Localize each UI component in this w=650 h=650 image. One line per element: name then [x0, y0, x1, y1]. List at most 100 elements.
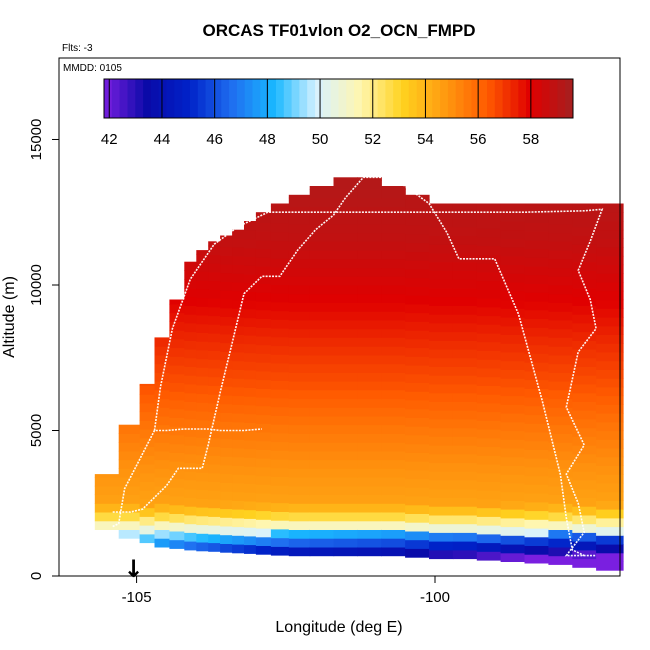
heatmap-cell [405, 522, 430, 532]
heatmap-cell [288, 354, 311, 365]
heatmap-cell [309, 433, 335, 443]
heatmap-cell [476, 228, 502, 238]
heatmap-cell [118, 459, 141, 469]
heatmap-cell [381, 197, 406, 207]
heatmap-cell [270, 363, 290, 373]
heatmap-cell [572, 541, 597, 551]
heatmap-cell [196, 271, 209, 281]
heatmap-cell [288, 503, 311, 513]
heatmap-cell [452, 209, 478, 219]
heatmap-cell [381, 363, 406, 373]
heatmap-cell [196, 349, 209, 360]
heatmap-cell [232, 448, 245, 458]
colorbar-segment [307, 79, 316, 118]
heatmap-cell [476, 516, 502, 526]
heatmap-cell [452, 322, 478, 333]
heatmap-cell [288, 381, 311, 391]
heatmap-cell [270, 502, 290, 512]
heatmap-cell [476, 394, 502, 404]
heatmap-cell [452, 480, 478, 490]
heatmap-cell [381, 241, 406, 251]
heatmap-cell [244, 300, 257, 310]
heatmap-cell [118, 494, 141, 504]
heatmap-cell [244, 422, 257, 432]
heatmap-cell [405, 303, 430, 314]
heatmap-cell [500, 351, 526, 362]
heatmap-cell [596, 203, 624, 213]
heatmap-cell [500, 474, 526, 484]
heatmap-cell [232, 343, 245, 353]
heatmap-cell [288, 223, 311, 234]
y-axis-label: Altitude (m) [1, 276, 18, 358]
heatmap-cell [184, 314, 197, 324]
heatmap-cell [184, 532, 197, 542]
heatmap-cell [405, 269, 430, 279]
colorbar-segment [213, 79, 222, 118]
heatmap-cell [196, 419, 209, 429]
heatmap-cell [524, 554, 549, 564]
heatmap-cell [244, 387, 257, 397]
flight-track-line [112, 428, 262, 528]
heatmap-cell [405, 530, 430, 541]
heatmap-cell [288, 372, 311, 382]
heatmap-cell [169, 382, 185, 392]
heatmap-cell [220, 429, 233, 440]
heatmap-cell [476, 219, 502, 229]
heatmap-cell [572, 322, 597, 333]
heatmap-cell [596, 395, 624, 405]
heatmap-cell [476, 333, 502, 343]
heatmap-cell [429, 375, 454, 385]
heatmap-cell [255, 266, 272, 276]
heatmap-cell [220, 508, 233, 518]
heatmap-cell [154, 538, 170, 548]
heatmap-cell [196, 437, 209, 447]
heatmap-cell [270, 459, 290, 469]
heatmap-cell [405, 277, 430, 287]
heatmap-cell [429, 366, 454, 376]
heatmap-cell [139, 385, 156, 395]
heatmap-cell [309, 546, 335, 557]
heatmap-cell [244, 221, 257, 231]
heatmap-cell [524, 283, 549, 293]
heatmap-cell [244, 291, 257, 301]
heatmap-cell [596, 561, 624, 571]
heatmap-cell [232, 509, 245, 519]
heatmap-cell [309, 503, 335, 513]
heatmap-cell [220, 395, 233, 405]
heatmap-cell [208, 490, 221, 500]
heatmap-cell [452, 523, 478, 533]
heatmap-cell [500, 299, 526, 309]
heatmap-cell [357, 372, 382, 382]
heatmap-cell [94, 503, 120, 513]
heatmap-cell [429, 410, 454, 420]
heatmap-cell [500, 386, 526, 397]
heatmap-cell [381, 302, 406, 312]
heatmap-cell [309, 258, 335, 269]
heatmap-cell [288, 311, 311, 321]
colorbar-segment [330, 79, 339, 118]
heatmap-cell [596, 430, 624, 440]
heatmap-cell [232, 500, 245, 510]
heatmap-cell [244, 326, 257, 336]
heatmap-cell [288, 424, 311, 434]
heatmap-cell [244, 352, 257, 362]
heatmap-cell [184, 261, 197, 271]
heatmap-cell [596, 526, 624, 536]
heatmap-cell [255, 231, 272, 241]
heatmap-cell [333, 258, 358, 269]
heatmap-cell [500, 325, 526, 335]
heatmap-cell [596, 238, 624, 248]
heatmap-cell [405, 461, 430, 471]
heatmap-cell [208, 315, 221, 325]
heatmap-cell [524, 458, 549, 468]
heatmap-cell [309, 407, 335, 417]
heatmap-cell [476, 280, 502, 290]
heatmap-cell [357, 389, 382, 400]
heatmap-cell [405, 513, 430, 523]
heatmap-cell [476, 498, 502, 509]
heatmap-cell [255, 301, 272, 311]
heatmap-cell [452, 226, 478, 237]
heatmap-cell [548, 293, 573, 303]
heatmap-cell [169, 539, 185, 549]
heatmap-cell [548, 354, 573, 365]
